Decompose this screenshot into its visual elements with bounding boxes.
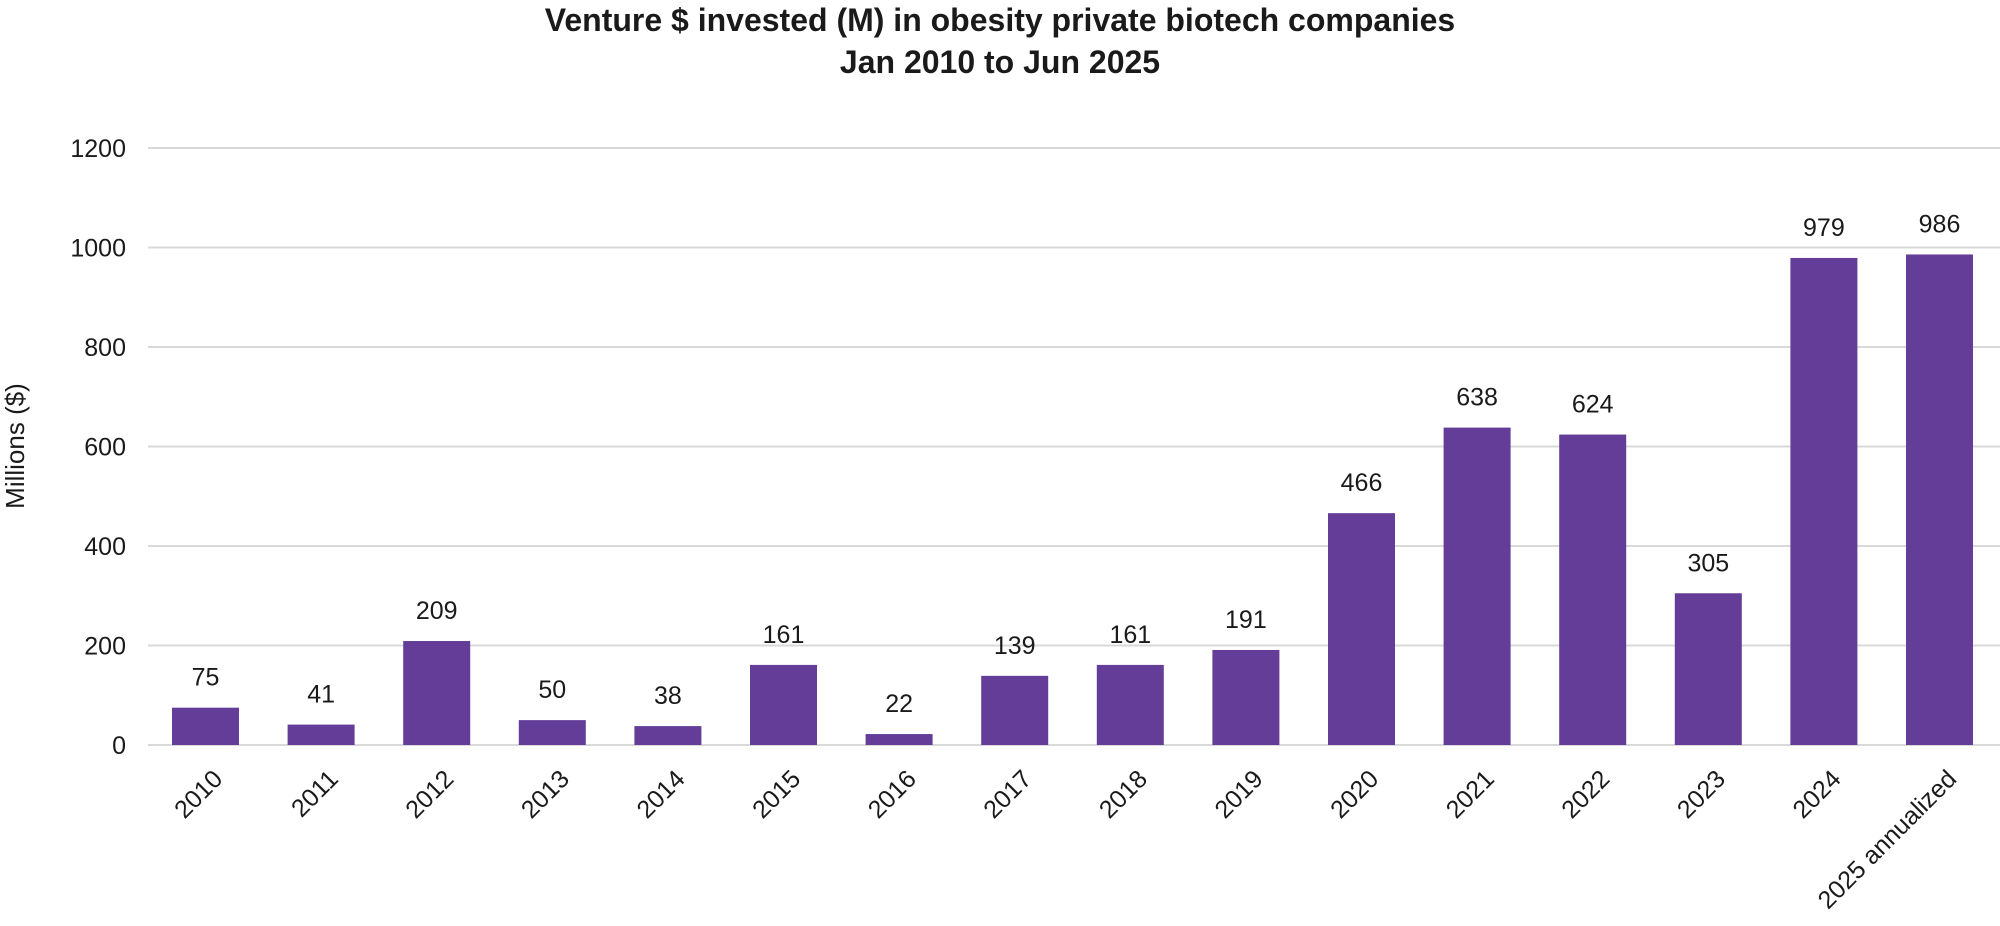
data-label: 75 <box>192 664 220 692</box>
y-tick-label: 600 <box>84 434 126 462</box>
x-tick-label: 2022 <box>1556 765 1615 824</box>
bars <box>172 254 1973 745</box>
x-tick-label: 2019 <box>1209 765 1268 824</box>
data-label: 638 <box>1456 384 1498 412</box>
x-tick-label: 2017 <box>978 765 1037 824</box>
x-tick-label: 2013 <box>516 765 575 824</box>
bar <box>1096 664 1164 745</box>
data-label: 209 <box>416 597 458 625</box>
y-tick-label: 1000 <box>70 235 126 263</box>
data-label: 161 <box>763 621 805 649</box>
x-axis-ticks: 2010 2011 2012 2013 2014 2015 2016 2017 2018 2019… <box>169 765 1962 915</box>
bar <box>403 641 471 745</box>
data-label: 986 <box>1919 210 1961 238</box>
data-label: 139 <box>994 632 1036 660</box>
bar <box>750 664 817 745</box>
x-tick-label: 2024 <box>1787 765 1846 824</box>
bar <box>1559 434 1627 745</box>
x-tick-label: 2014 <box>631 765 690 824</box>
y-axis-label: Millions ($) <box>0 383 30 509</box>
y-tick-label: 1200 <box>70 135 126 163</box>
x-tick-label: 2020 <box>1325 765 1384 824</box>
x-tick-label: 2010 <box>169 765 228 824</box>
data-label: 41 <box>307 681 335 709</box>
bar <box>1328 513 1395 745</box>
data-label: 466 <box>1341 469 1383 497</box>
y-tick-label: 200 <box>84 633 126 661</box>
y-tick-label: 400 <box>84 533 126 561</box>
data-label: 979 <box>1803 214 1845 242</box>
chart-title: Venture $ invested (M) in obesity privat… <box>544 2 1456 38</box>
bar <box>1790 257 1858 745</box>
bar <box>1674 593 1742 745</box>
x-tick-label: 2015 <box>747 765 806 824</box>
bar <box>865 734 933 745</box>
bar <box>1443 427 1511 745</box>
x-tick-label: 2012 <box>400 765 459 824</box>
bar <box>287 724 355 745</box>
data-label: 305 <box>1687 549 1729 577</box>
data-label: 624 <box>1572 391 1614 419</box>
data-label: 191 <box>1225 606 1267 634</box>
x-tick-label: 2021 <box>1441 765 1500 824</box>
chart-subtitle: Jan 2010 to Jun 2025 <box>839 44 1161 80</box>
y-axis-ticks: 0 200 400 600 800 1000 1200 <box>70 135 126 760</box>
y-tick-label: 800 <box>84 334 126 362</box>
bar <box>518 720 586 745</box>
data-labels: 75 41 209 50 38 161 22 139 161 191 466 638 624 305 979… <box>192 210 1961 718</box>
bar <box>1212 649 1280 745</box>
data-label: 38 <box>654 682 682 710</box>
x-tick-label: 2018 <box>1094 765 1153 824</box>
bar <box>1906 254 1973 745</box>
data-label: 50 <box>538 676 566 704</box>
data-label: 22 <box>885 690 913 718</box>
x-tick-label: 2023 <box>1672 765 1731 824</box>
y-tick-label: 0 <box>112 732 126 760</box>
bar <box>172 707 239 745</box>
x-tick-label: 2016 <box>863 765 922 824</box>
bar <box>634 726 702 745</box>
data-label: 161 <box>1109 621 1151 649</box>
bar <box>981 675 1049 745</box>
x-tick-label: 2011 <box>286 765 344 823</box>
